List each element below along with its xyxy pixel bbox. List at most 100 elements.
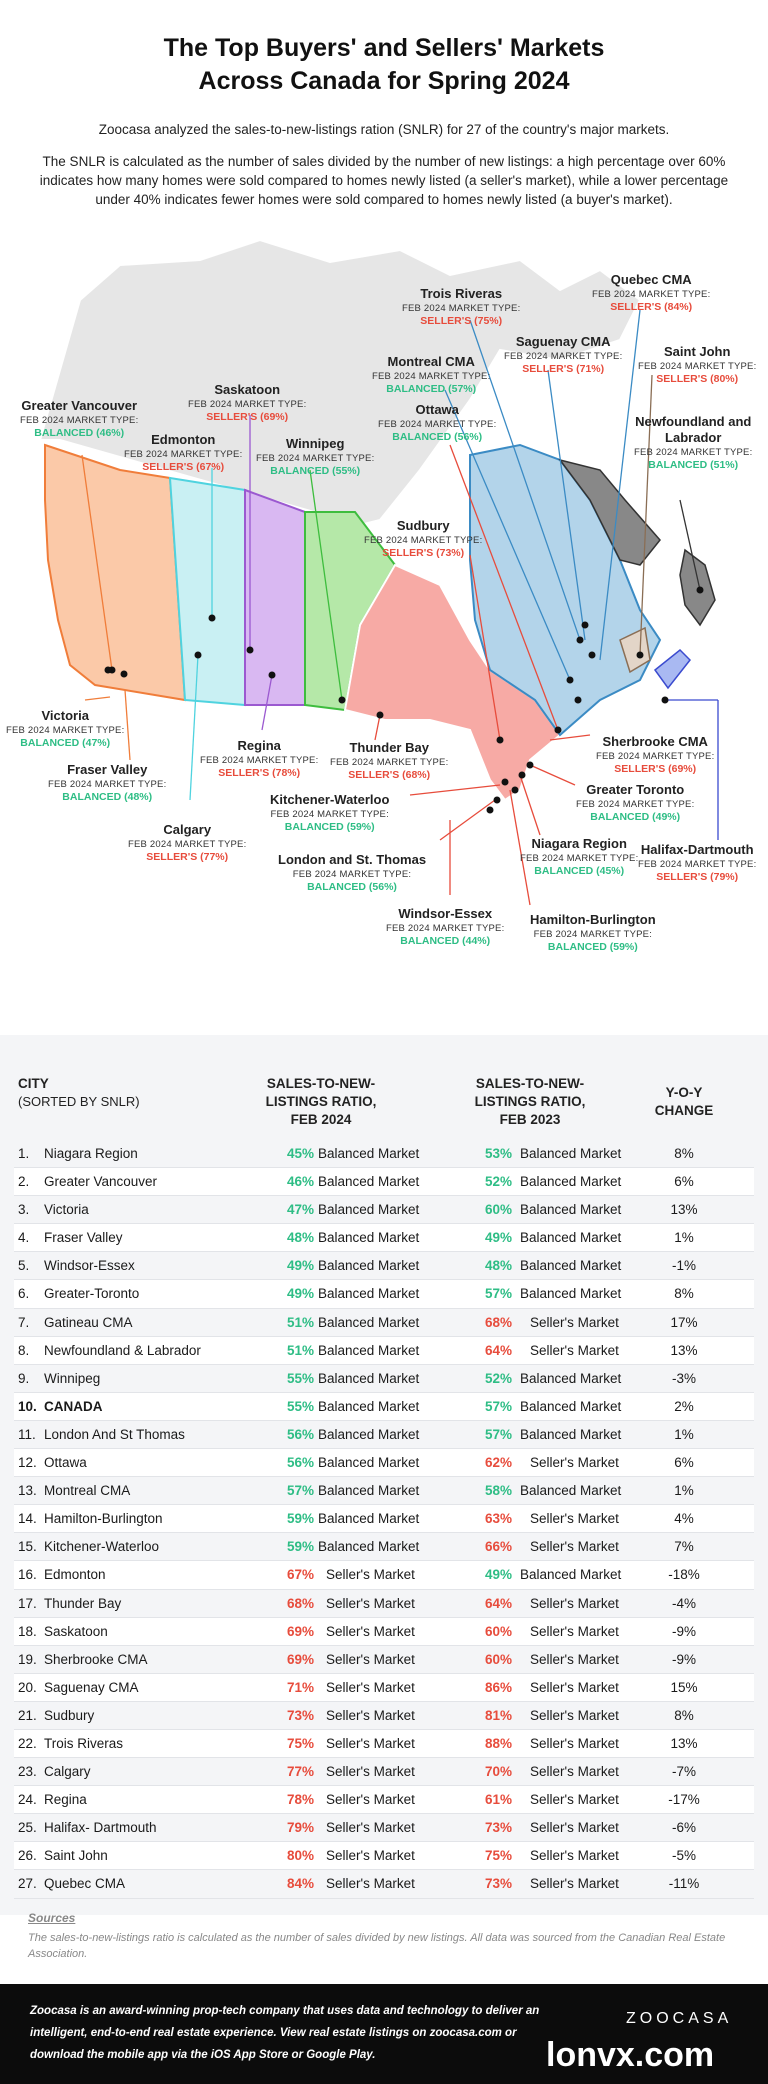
cell-yoy: -9% [671, 1651, 696, 1667]
cell-rank: 6. [18, 1286, 30, 1302]
cell-market-2023: Balanced Market [520, 1567, 622, 1583]
cell-yoy: 6% [674, 1455, 694, 1471]
label-saint-john: Saint John FEB 2024 MARKET TYPE: SELLER'… [638, 344, 757, 385]
cell-city-name: Sudbury [44, 1707, 95, 1723]
cell-city-name: Edmonton [44, 1567, 106, 1583]
table-row: 15. Kitchener-Waterloo 59% Balanced Market 6… [14, 1533, 754, 1562]
cell-ratio-2024: 57% [286, 1483, 314, 1499]
cell-city: 2. Greater Vancouver [18, 1168, 157, 1196]
cell-ratio-2023: 62% [484, 1455, 512, 1471]
dot-sag [581, 621, 589, 629]
cell-yoy: -4% [671, 1595, 696, 1611]
cell-market-2023: Seller's Market [530, 1595, 619, 1611]
cell-rank: 17. [18, 1595, 37, 1611]
cell-ratio-2024: 67% [286, 1567, 314, 1583]
cell-rank: 20. [18, 1679, 37, 1695]
cell-ratio-2024: 51% [286, 1314, 314, 1330]
cell-city-name: Greater-Toronto [44, 1286, 140, 1302]
cell-market-2024: Seller's Market [326, 1820, 415, 1836]
cell-rank: 21. [18, 1707, 37, 1723]
cell-yoy: 13% [670, 1735, 698, 1751]
table-row: 6. Greater-Toronto 49% Balanced Market 57% Ba… [14, 1280, 754, 1309]
cell-market-2024: Balanced Market [318, 1342, 420, 1358]
cell-ratio-2023: 88% [484, 1735, 512, 1751]
cell-city-name: Regina [44, 1792, 87, 1808]
cell-ratio-2024: 71% [286, 1679, 314, 1695]
label-saskatoon: Saskatoon FEB 2024 MARKET TYPE: SELLER'S… [188, 382, 307, 423]
cell-market-2023: Balanced Market [520, 1398, 622, 1414]
page-title: The Top Buyers' and Sellers' Markets Acr… [0, 32, 768, 98]
cell-market-2024: Seller's Market [326, 1792, 415, 1808]
dot-sk [246, 646, 254, 654]
label-hamilton-burlington: Hamilton-Burlington FEB 2024 MARKET TYPE… [530, 912, 656, 953]
cell-ratio-2024: 55% [286, 1370, 314, 1386]
cell-yoy: -1% [671, 1258, 696, 1274]
table-row: 21. Sudbury 73% Seller's Market 81% Seller's … [14, 1702, 754, 1730]
cell-city-name: Thunder Bay [44, 1595, 122, 1611]
cell-city-name: Greater Vancouver [44, 1174, 158, 1190]
cell-city-name: Windsor-Essex [44, 1258, 135, 1274]
cell-yoy: -6% [671, 1820, 696, 1836]
dot-tr [576, 636, 584, 644]
cell-rank: 7. [18, 1314, 30, 1330]
cell-ratio-2023: 60% [484, 1651, 512, 1667]
label-sherbrooke: Sherbrooke CMA FEB 2024 MARKET TYPE: SEL… [596, 734, 715, 775]
leader-mtl [444, 389, 571, 681]
leader-gt [529, 764, 576, 786]
label-saguenay: Saguenay CMA FEB 2024 MARKET TYPE: SELLE… [504, 334, 623, 375]
cell-market-2023: Balanced Market [520, 1426, 622, 1442]
cell-market-2023: Seller's Market [530, 1820, 619, 1836]
cell-ratio-2024: 51% [286, 1342, 314, 1358]
cell-ratio-2023: 75% [484, 1848, 512, 1864]
label-thunder-bay: Thunder Bay FEB 2024 MARKET TYPE: SELLER… [330, 740, 449, 781]
dot-vic [104, 666, 112, 674]
cell-city-name: Kitchener-Waterloo [44, 1539, 160, 1555]
cell-rank: 10. [18, 1398, 37, 1414]
table-row: 11. London And St Thomas 56% Balanced Marke… [14, 1421, 754, 1450]
sources-text: The sales-to-new-listings ratio is calcu… [28, 1932, 726, 1960]
dot-qc [588, 651, 596, 659]
watermark: lonvx.com [546, 2036, 715, 2074]
cell-ratio-2023: 52% [484, 1370, 512, 1386]
cell-market-2023: Seller's Market [530, 1735, 619, 1751]
cell-city-name: Niagara Region [44, 1146, 138, 1161]
cell-market-2023: Balanced Market [520, 1202, 622, 1218]
cell-rank: 13. [18, 1483, 37, 1499]
label-edmonton: Edmonton FEB 2024 MARKET TYPE: SELLER'S … [124, 432, 243, 473]
cell-market-2024: Balanced Market [318, 1230, 420, 1246]
table-row: 18. Saskatoon 69% Seller's Market 60% Seller'… [14, 1617, 754, 1646]
cell-market-2024: Balanced Market [318, 1455, 420, 1471]
label-regina: Regina FEB 2024 MARKET TYPE: SELLER'S (7… [200, 738, 319, 779]
leader-sj [639, 374, 653, 656]
table-row: 8. Newfoundland & Labrador 51% Balanced Mar… [14, 1336, 754, 1365]
cell-city: 9. Winnipeg [18, 1365, 100, 1393]
label-montreal: Montreal CMA FEB 2024 MARKET TYPE: BALAN… [372, 354, 491, 395]
table-rows: 1. Niagara Region 45% Balanced Market 53% Bal… [14, 1140, 754, 1899]
cell-ratio-2023: 57% [484, 1398, 512, 1414]
dot-ott [554, 726, 562, 734]
cell-market-2023: Seller's Market [530, 1764, 619, 1780]
cell-city: 8. Newfoundland & Labrador [18, 1337, 201, 1365]
cell-rank: 16. [18, 1567, 37, 1583]
cell-city: 20. Saguenay CMA [18, 1674, 139, 1702]
cell-ratio-2023: 52% [484, 1174, 512, 1190]
cell-market-2023: Balanced Market [520, 1174, 622, 1190]
cell-ratio-2023: 48% [484, 1258, 512, 1274]
cell-ratio-2023: 53% [484, 1146, 512, 1161]
cell-ratio-2024: 69% [286, 1623, 314, 1639]
cell-market-2024: Balanced Market [318, 1286, 420, 1302]
cell-market-2024: Seller's Market [326, 1876, 415, 1892]
cell-market-2023: Balanced Market [520, 1258, 622, 1274]
cell-ratio-2023: 57% [484, 1286, 512, 1302]
label-quebec: Quebec CMA FEB 2024 MARKET TYPE: SELLER'… [592, 272, 711, 313]
cell-market-2024: Balanced Market [318, 1370, 420, 1386]
cell-ratio-2023: 57% [484, 1426, 512, 1442]
cell-ratio-2024: 78% [286, 1792, 314, 1808]
leader-lst [439, 799, 496, 841]
cell-ratio-2024: 69% [286, 1651, 314, 1667]
footer: Zoocasa is an award-winning prop-tech co… [0, 1984, 768, 2084]
snlr-table: CITY (SORTED BY SNLR) SALES-TO-NEW- LIST… [0, 1035, 768, 1915]
cell-ratio-2023: 64% [484, 1595, 512, 1611]
cell-yoy: -17% [668, 1792, 700, 1808]
header-ratio-2023: SALES-TO-NEW- LISTINGS RATIO, FEB 2023 [474, 1076, 586, 1127]
